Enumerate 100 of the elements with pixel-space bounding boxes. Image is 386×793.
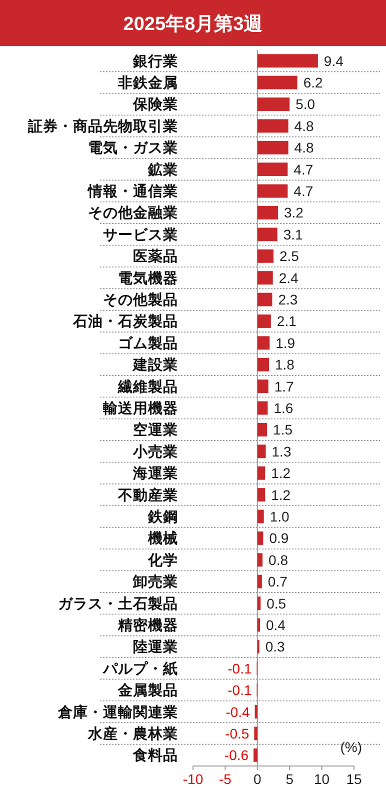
bar bbox=[257, 574, 262, 588]
y-tick-label: 石油・石炭製品 bbox=[72, 313, 178, 330]
data-label: 2.1 bbox=[276, 313, 297, 330]
data-label: 2.5 bbox=[280, 248, 300, 264]
data-label: 1.7 bbox=[274, 378, 294, 394]
y-tick-label: その他製品 bbox=[103, 292, 178, 309]
bar bbox=[257, 119, 288, 133]
data-label: 1.0 bbox=[270, 508, 290, 524]
bar bbox=[257, 184, 288, 198]
bar bbox=[257, 76, 298, 90]
bar bbox=[257, 510, 264, 524]
bar bbox=[257, 596, 261, 610]
y-tick-label: 情報・通信業 bbox=[87, 183, 178, 200]
bar bbox=[254, 748, 258, 762]
bar bbox=[257, 422, 268, 436]
y-tick-label: 陸運業 bbox=[133, 638, 178, 656]
y-tick-label: 輸送用機器 bbox=[102, 400, 178, 417]
bar bbox=[257, 466, 266, 480]
y-tick-label: 金属製品 bbox=[117, 682, 178, 700]
bar bbox=[257, 271, 273, 285]
y-tick-label: 保険業 bbox=[132, 96, 178, 114]
y-tick-label: 卸売業 bbox=[132, 574, 178, 591]
x-tick-label: 0 bbox=[254, 771, 262, 787]
data-label: 0.8 bbox=[268, 552, 288, 568]
y-tick-label: 機械 bbox=[147, 530, 178, 548]
data-label: 1.2 bbox=[271, 465, 291, 482]
x-tick-label: -10 bbox=[182, 771, 204, 787]
data-label: 3.2 bbox=[284, 204, 304, 221]
data-label: 1.6 bbox=[274, 400, 294, 416]
y-tick-label: ゴム製品 bbox=[118, 334, 178, 352]
y-tick-label: サービス業 bbox=[103, 226, 178, 244]
x-tick-label: 15 bbox=[346, 771, 362, 787]
bar bbox=[257, 380, 268, 394]
x-tick-label: 5 bbox=[286, 771, 294, 787]
y-tick-label: パルプ・紙 bbox=[102, 660, 178, 678]
data-label: 3.1 bbox=[283, 226, 304, 242]
y-tick-label: 水産・農林業 bbox=[87, 724, 178, 742]
bar bbox=[257, 358, 269, 372]
bar bbox=[257, 488, 266, 502]
bar bbox=[254, 726, 258, 740]
y-tick-label: 鉄鋼 bbox=[147, 508, 178, 526]
annotation: (%) bbox=[340, 739, 362, 755]
y-tick-label: 小売業 bbox=[132, 443, 178, 460]
bar bbox=[257, 228, 278, 242]
data-label: 1.8 bbox=[274, 356, 295, 373]
data-label: 1.5 bbox=[273, 422, 293, 438]
y-tick-label: その他金融業 bbox=[88, 204, 178, 222]
data-label: 1.9 bbox=[276, 334, 296, 351]
y-tick-label: 空運業 bbox=[133, 420, 178, 439]
y-tick-label: 電気機器 bbox=[118, 270, 178, 287]
bar bbox=[257, 206, 278, 220]
data-label: 2.4 bbox=[278, 270, 299, 286]
data-label: -0.1 bbox=[228, 682, 252, 698]
data-label: -0.1 bbox=[228, 660, 252, 676]
data-label: 9.4 bbox=[324, 52, 344, 69]
data-label: 0.7 bbox=[268, 574, 288, 590]
y-tick-label: 建設業 bbox=[132, 356, 178, 374]
bar bbox=[257, 98, 290, 111]
data-label: 0.3 bbox=[265, 638, 286, 655]
bar bbox=[257, 531, 264, 545]
data-label: 2.3 bbox=[278, 292, 298, 308]
x-tick-label: 10 bbox=[314, 771, 330, 787]
bar bbox=[257, 401, 268, 415]
bar bbox=[257, 336, 270, 350]
y-tick-label: 倉庫・運輸関連業 bbox=[57, 702, 178, 721]
data-label: 6.2 bbox=[303, 74, 324, 91]
y-tick-label: 電気・ガス業 bbox=[88, 140, 178, 157]
data-label: -0.6 bbox=[224, 747, 249, 764]
y-tick-label: 食料品 bbox=[132, 747, 178, 764]
y-tick-label: ガラス・土石製品 bbox=[58, 595, 178, 612]
data-label: -0.5 bbox=[225, 725, 250, 742]
bar bbox=[257, 553, 263, 567]
y-tick-label: 海運業 bbox=[132, 465, 178, 482]
bar bbox=[257, 249, 274, 263]
data-label: 4.7 bbox=[294, 183, 314, 200]
bar bbox=[257, 292, 272, 306]
bar bbox=[257, 618, 260, 632]
x-tick-label: -5 bbox=[218, 771, 232, 787]
data-label: 1.3 bbox=[272, 443, 292, 460]
bar bbox=[257, 54, 318, 68]
data-label: 4.8 bbox=[294, 140, 314, 156]
data-label: -0.4 bbox=[226, 704, 250, 720]
y-tick-label: 非鉄金属 bbox=[117, 74, 178, 92]
data-label: 1.2 bbox=[271, 486, 291, 503]
data-label: 4.7 bbox=[294, 161, 314, 178]
y-tick-label: 医薬品 bbox=[133, 248, 178, 266]
y-tick-label: 繊維製品 bbox=[117, 378, 178, 396]
y-tick-label: 化学 bbox=[147, 552, 178, 569]
data-label: 4.8 bbox=[294, 118, 314, 134]
bar bbox=[257, 140, 288, 154]
chart-title: 2025年8月第3週 bbox=[123, 14, 263, 35]
data-label: 5.0 bbox=[296, 96, 316, 112]
y-tick-label: 精密機器 bbox=[117, 616, 178, 634]
y-tick-label: 不動産業 bbox=[117, 486, 178, 504]
data-label: 0.9 bbox=[269, 530, 289, 546]
bar bbox=[257, 314, 271, 328]
data-label: 0.5 bbox=[266, 595, 286, 612]
bar bbox=[257, 162, 288, 176]
y-tick-label: 証券・商品先物取引業 bbox=[27, 116, 178, 135]
bar bbox=[254, 705, 258, 718]
